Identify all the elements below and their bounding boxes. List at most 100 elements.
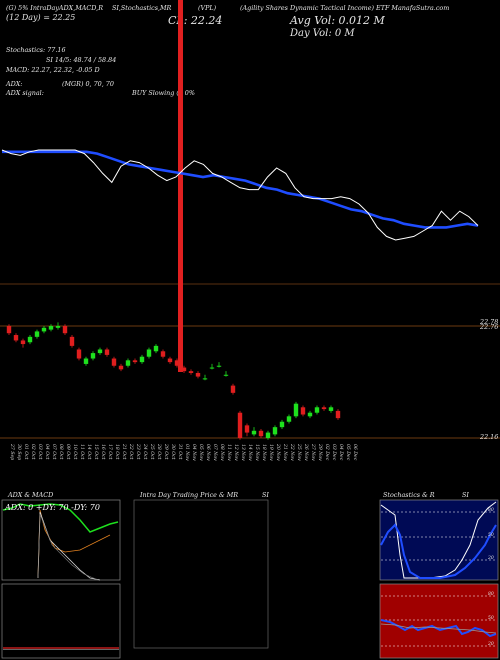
candle [160,349,166,359]
candle [62,324,68,336]
date-tick-label: 31 Oct [177,444,183,460]
date-tick-label: 14 Oct [86,444,92,460]
candle-body [314,407,320,413]
candle-body [104,349,110,355]
candle-body [160,351,166,357]
date-tick-label: 21 Nov [282,443,288,461]
candle [174,358,180,368]
candle-body [48,326,54,330]
candle-body [216,365,222,367]
candle-body [27,336,33,343]
date-tick-label: 04 Dec [338,444,344,461]
candle [314,405,320,415]
stoch-panel-title: Stochastics & R [383,491,435,499]
date-tick-label: 21 Oct [121,443,127,460]
date-tick-label: 05 Dec [345,444,351,461]
macd-panel [1,583,121,659]
day-vol-label: Day Vol: 0 M [290,28,355,39]
candle-body [307,412,313,417]
rsi-blue-line [380,619,497,638]
red-signal-bar [178,0,183,372]
header-line1-right: (Agility Shares Dynamic Tactical Income)… [240,4,450,12]
intra-panel-si: SI [262,491,269,499]
candle [209,363,215,370]
candle [265,430,271,440]
date-tick-label: 29 Nov [317,443,323,461]
candle [258,428,264,438]
candle [167,356,173,364]
date-tick-label: 25 Oct [149,443,155,460]
candle [223,371,229,377]
adx-white-line [37,511,101,581]
date-tick-label: 27 Nov [310,443,316,461]
candle [118,363,124,372]
date-tick-label: 11 Nov [226,444,232,461]
candle-body [90,353,96,359]
adx-panel [1,499,121,581]
candle-body [195,372,201,377]
date-tick-label: 05 Nov [198,444,204,461]
price-line [1,149,479,241]
date-tick-label: 08 Oct [58,444,64,460]
candle-body [167,358,173,363]
intra-panel-title: Intra Day Trading Price & MR [140,491,239,499]
candle-body [111,358,117,366]
candle-body [286,416,292,422]
stoch-tick-20: 20 [488,556,494,561]
candle [300,405,306,417]
candle [104,347,110,357]
date-tick-label: 29 Oct [163,443,169,460]
date-tick-label: 12 Nov [233,444,239,461]
candle [20,338,26,348]
adx-green-line [2,503,119,533]
stoch-tick-50: 50 [488,533,494,538]
candle [195,371,201,379]
candle [251,427,257,437]
candle-body [181,367,187,372]
date-tick-label: 07 Nov [212,444,218,461]
date-tick-label: 15 Oct [93,444,99,460]
date-tick-label: 20 Nov [275,443,281,461]
candle [27,335,33,345]
date-tick-label: 01 Oct [23,444,29,460]
macd-label: MACD: 22.27, 22.32, -0.05 D [6,66,100,74]
candle-body [153,345,159,352]
candle-body [335,410,341,419]
candle [132,358,138,364]
candle-body [118,365,124,370]
date-tick-label: 24 Oct [142,443,148,460]
adx-values-label: ADX: 0 +DY: 70 -DY: 70 [5,503,100,512]
candle-body [202,378,208,380]
candle-body [237,412,243,438]
date-tick-label: 26 Nov [303,443,309,461]
date-tick-label: 25 Nov [296,443,302,461]
date-tick-label: 27 Sep [9,443,15,460]
candle [111,356,117,368]
candle [321,405,327,411]
moving-average-line [2,150,479,229]
candle [97,347,103,355]
date-tick-label: 06 Dec [352,444,358,461]
price-label-hi: 22.78 [480,318,499,326]
date-tick-label: 10 Oct [72,444,78,460]
date-tick-label: 30 Oct [170,444,176,460]
candle-body [209,367,215,369]
day-label: (12 Day) = 22.25 [6,13,76,22]
candle-body [244,425,250,433]
candle-body [174,360,180,366]
candle-body [328,407,334,411]
rsi-tick-20: 20 [488,642,494,647]
candle [279,419,285,429]
header-line1-mid: SI,Stochastics,MR [112,4,172,12]
date-tick-label: 16 Oct [100,444,106,460]
candle-body [265,432,271,438]
adx-gray-line [37,513,99,581]
date-tick-label: 04 Nov [191,444,197,461]
date-tick-label: 02 Dec [324,444,330,461]
candle [286,414,292,424]
date-tick-label: 14 Nov [247,444,253,461]
candle-body [97,349,103,354]
candle-body [62,326,68,334]
stoch-panel [379,499,499,581]
